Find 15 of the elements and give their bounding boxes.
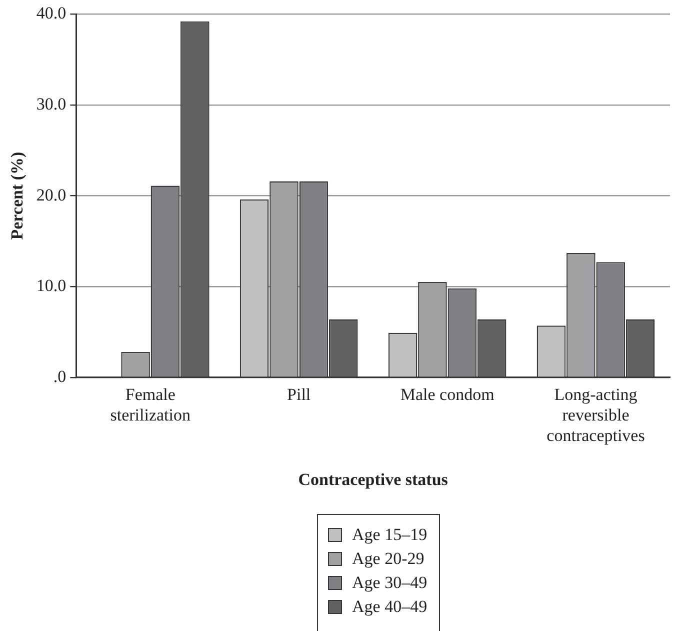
y-tick-label: .0 [53, 366, 66, 386]
y-tick-label: 20.0 [36, 185, 66, 204]
x-tick-label: Female sterilization [110, 385, 191, 424]
legend-label: Age 30–49 [352, 573, 428, 593]
x-tick-label: Male condom [400, 385, 494, 404]
legend-label: Age 15–19 [352, 525, 428, 545]
x-tick-label: Long-acting reversible contraceptives [546, 385, 645, 445]
legend-label: Age 20-29 [352, 549, 424, 569]
y-tick-label: 10.0 [36, 276, 66, 296]
y-tick-label: 40.0 [36, 4, 66, 23]
x-axis-title: Contraceptive status [298, 470, 448, 490]
legend-label: Age 40–49 [352, 597, 428, 617]
y-tick-label: 30.0 [36, 94, 66, 114]
y-axis-title: Percent (%) [8, 152, 27, 240]
x-tick-label: Pill [287, 385, 311, 404]
